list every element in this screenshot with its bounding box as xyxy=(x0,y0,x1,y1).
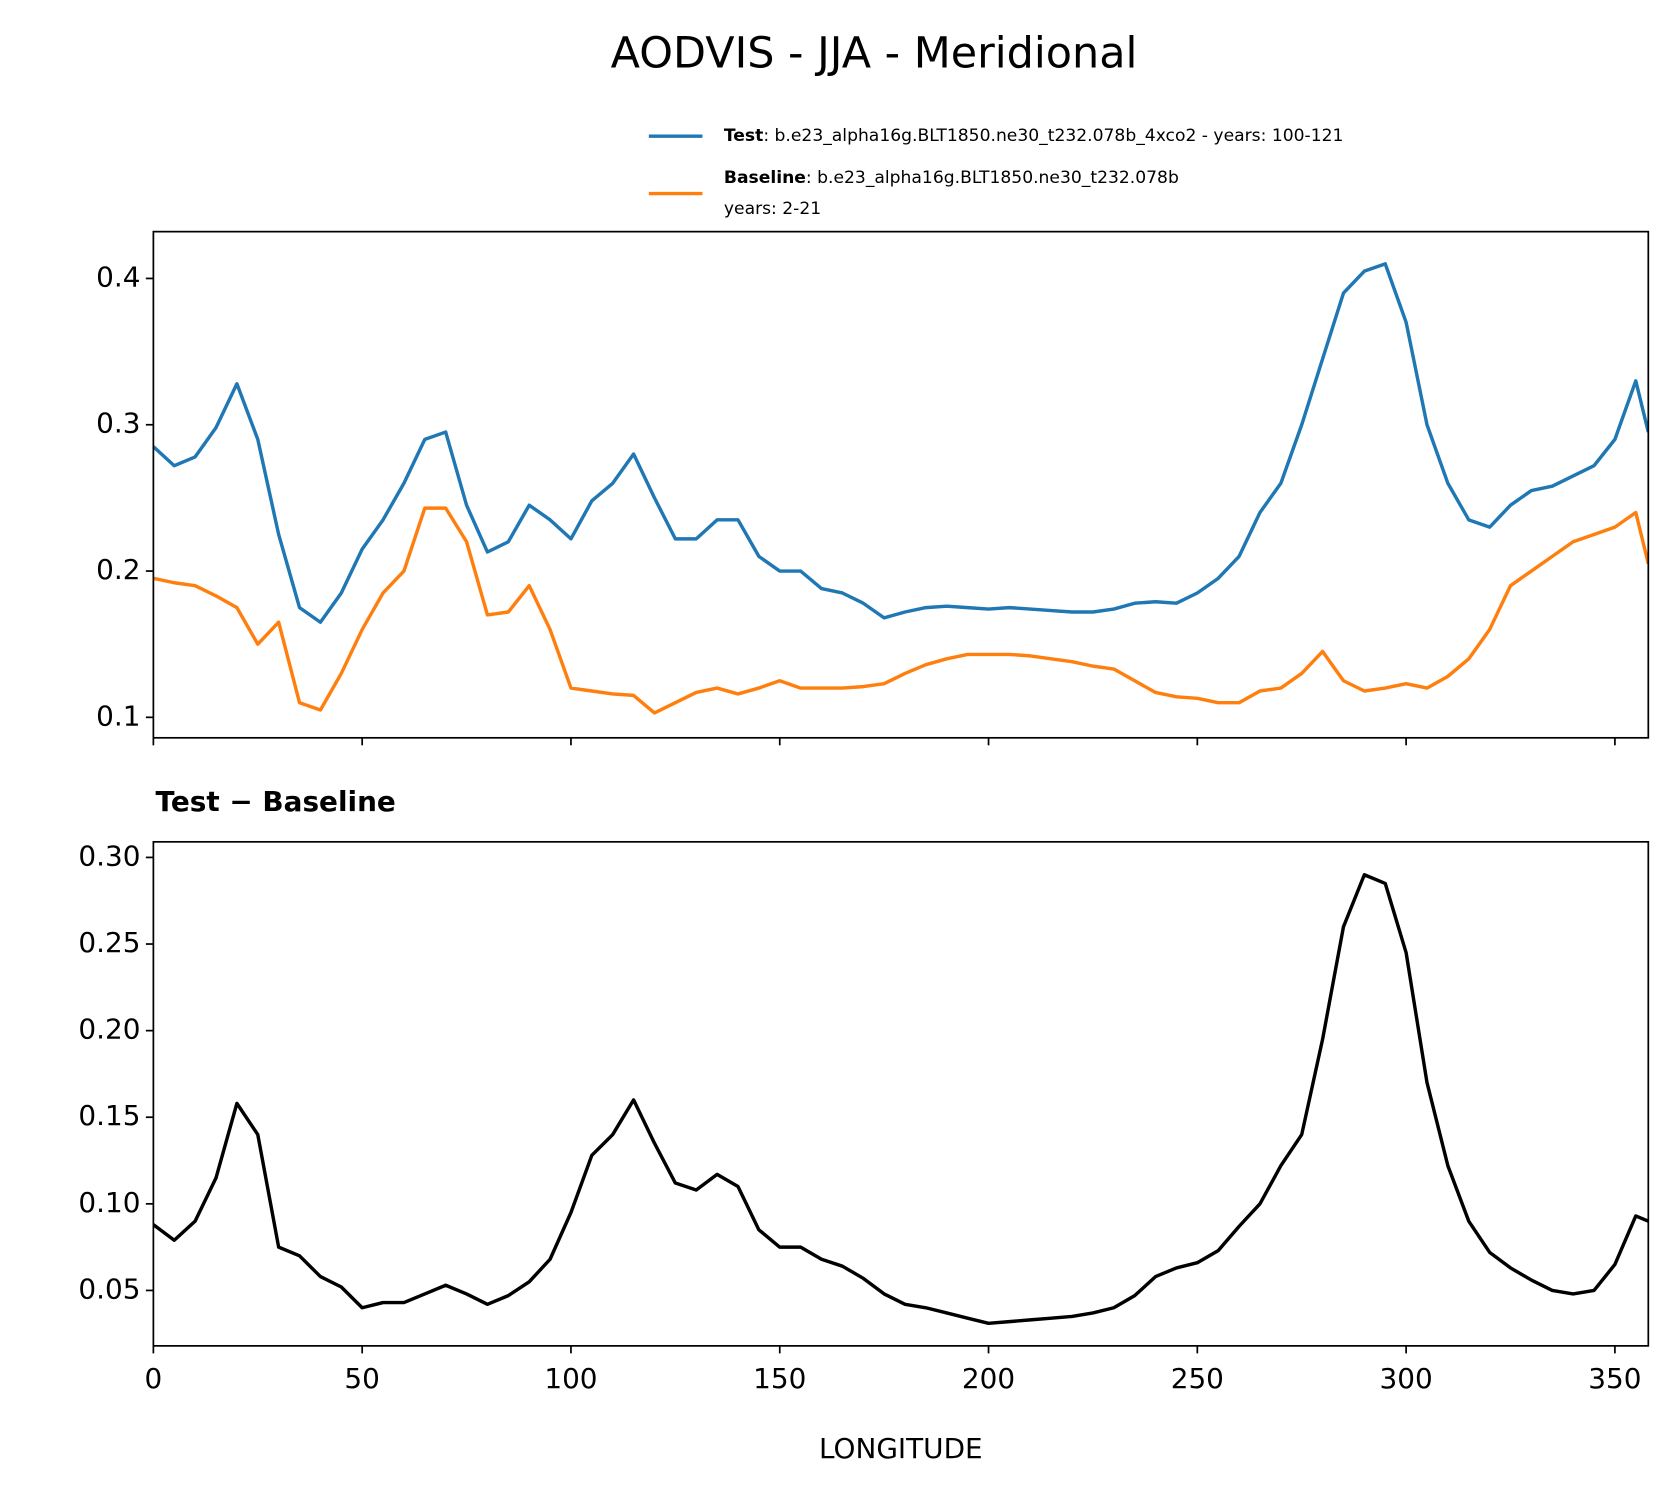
legend-label: Baseline: b.e23_alpha16g.BLT1850.ne30_t2… xyxy=(724,168,1179,188)
y-tick-label: 0.1 xyxy=(96,699,140,732)
figure-title: AODVIS - JJA - Meridional xyxy=(611,28,1138,78)
y-tick-label: 0.2 xyxy=(96,553,140,586)
x-axis-label: LONGITUDE xyxy=(819,1432,983,1465)
axes-title: Test − Baseline xyxy=(156,785,396,818)
data-line xyxy=(153,873,1649,1326)
axes-frame xyxy=(152,230,1650,739)
legend-description: : b.e23_alpha16g.BLT1850.ne30_t232.078b_… xyxy=(763,126,1343,146)
data-line xyxy=(153,262,1649,624)
axes-frame xyxy=(152,840,1650,1347)
legend-label: years: 2-21 xyxy=(724,199,821,219)
legend-name: Baseline xyxy=(724,168,806,188)
data-line xyxy=(153,506,1649,715)
legend-name: Test xyxy=(724,126,763,146)
legend-description: years: 2-21 xyxy=(724,199,821,219)
y-tick-label: 0.15 xyxy=(78,1099,140,1132)
x-tick-label: 250 xyxy=(1171,1362,1224,1395)
x-tick-label: 350 xyxy=(1588,1362,1641,1395)
x-tick-label: 300 xyxy=(1380,1362,1433,1395)
x-tick-label: 150 xyxy=(753,1362,806,1395)
legend-label: Test: b.e23_alpha16g.BLT1850.ne30_t232.0… xyxy=(724,126,1344,146)
y-tick-label: 0.30 xyxy=(78,839,140,872)
legend-description: : b.e23_alpha16g.BLT1850.ne30_t232.078b xyxy=(806,168,1179,188)
y-tick-label: 0.20 xyxy=(78,1013,140,1046)
y-tick-label: 0.4 xyxy=(96,260,140,293)
y-tick-label: 0.3 xyxy=(96,407,140,440)
x-tick-label: 200 xyxy=(962,1362,1015,1395)
y-tick-label: 0.25 xyxy=(78,926,140,959)
x-tick-label: 0 xyxy=(145,1362,163,1395)
y-tick-label: 0.05 xyxy=(78,1272,140,1305)
x-tick-label: 100 xyxy=(544,1362,597,1395)
x-tick-label: 50 xyxy=(344,1362,379,1395)
y-tick-label: 0.10 xyxy=(78,1186,140,1219)
